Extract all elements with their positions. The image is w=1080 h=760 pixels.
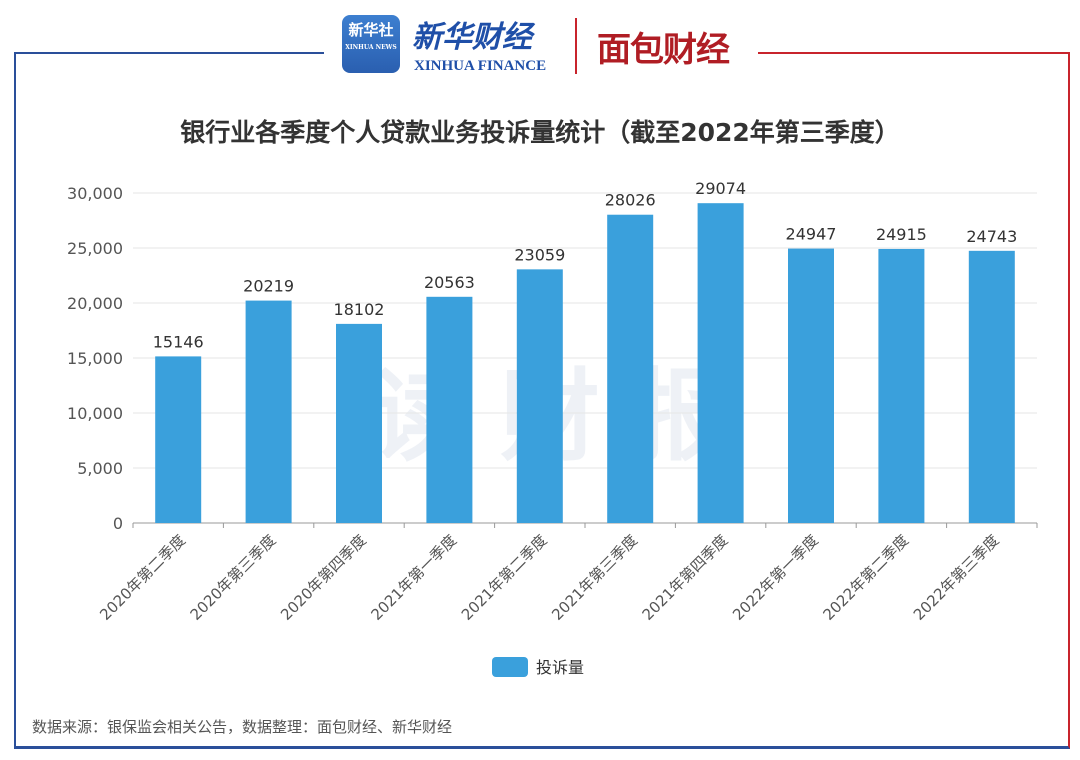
xinhua-finance-logo-en: XINHUA FINANCE xyxy=(414,58,547,74)
data-label: 20563 xyxy=(424,273,475,292)
bar xyxy=(336,323,382,523)
data-label: 24947 xyxy=(786,225,837,244)
data-label: 15146 xyxy=(153,332,204,351)
xinhua-news-logo: 新华社 XINHUA NEWS xyxy=(342,15,400,73)
y-tick-label: 30,000 xyxy=(67,184,123,203)
data-label: 20219 xyxy=(243,277,294,296)
bar xyxy=(155,356,202,523)
chart-frame xyxy=(14,52,1070,749)
data-label: 28026 xyxy=(605,191,656,210)
mianbao-logo: 面包财经 xyxy=(597,30,730,70)
bar xyxy=(516,269,563,523)
x-tick-label: 2020年第三季度 xyxy=(187,531,280,624)
x-tick-label: 2022年第三季度 xyxy=(910,531,1003,624)
x-tick-label: 2022年第二季度 xyxy=(819,531,912,624)
x-tick-label: 2022年第一季度 xyxy=(729,531,822,624)
bar xyxy=(788,248,834,523)
data-label: 24915 xyxy=(876,225,927,244)
logo-text-en: XINHUA NEWS xyxy=(345,44,397,51)
chart-title: 银行业各季度个人贷款业务投诉量统计（截至2022年第三季度） xyxy=(180,118,900,147)
legend-label: 投诉量 xyxy=(536,658,584,677)
bar xyxy=(245,300,292,523)
data-label: 23059 xyxy=(514,245,565,264)
bar xyxy=(607,214,654,524)
x-tick-label: 2020年第二季度 xyxy=(96,531,189,624)
legend-swatch xyxy=(492,657,528,677)
bar xyxy=(426,296,473,523)
logo-separator xyxy=(575,18,577,74)
bar xyxy=(878,248,925,523)
y-tick-label: 15,000 xyxy=(67,349,123,368)
x-tick-label: 2021年第三季度 xyxy=(548,531,641,624)
data-label: 18102 xyxy=(334,300,385,319)
y-tick-label: 25,000 xyxy=(67,239,123,258)
top-rule-right xyxy=(758,52,1068,54)
logo-text: 新华社 xyxy=(348,21,394,39)
y-tick-label: 0 xyxy=(113,514,123,533)
y-tick-label: 5,000 xyxy=(77,459,123,478)
xinhua-finance-logo: 新华财经 xyxy=(412,20,532,55)
x-tick-label: 2020年第四季度 xyxy=(277,531,370,624)
source-note: 数据来源：银保监会相关公告，数据整理：面包财经、新华财经 xyxy=(32,718,453,736)
top-rule-left xyxy=(14,52,324,54)
data-label: 29074 xyxy=(695,179,746,198)
y-tick-label: 20,000 xyxy=(67,294,123,313)
x-tick-label: 2021年第四季度 xyxy=(639,531,732,624)
bar xyxy=(697,203,744,523)
x-tick-label: 2021年第二季度 xyxy=(458,531,551,624)
bar xyxy=(968,250,1015,523)
x-tick-label: 2021年第一季度 xyxy=(367,531,460,624)
data-label: 24743 xyxy=(966,227,1017,246)
y-tick-label: 10,000 xyxy=(67,404,123,423)
